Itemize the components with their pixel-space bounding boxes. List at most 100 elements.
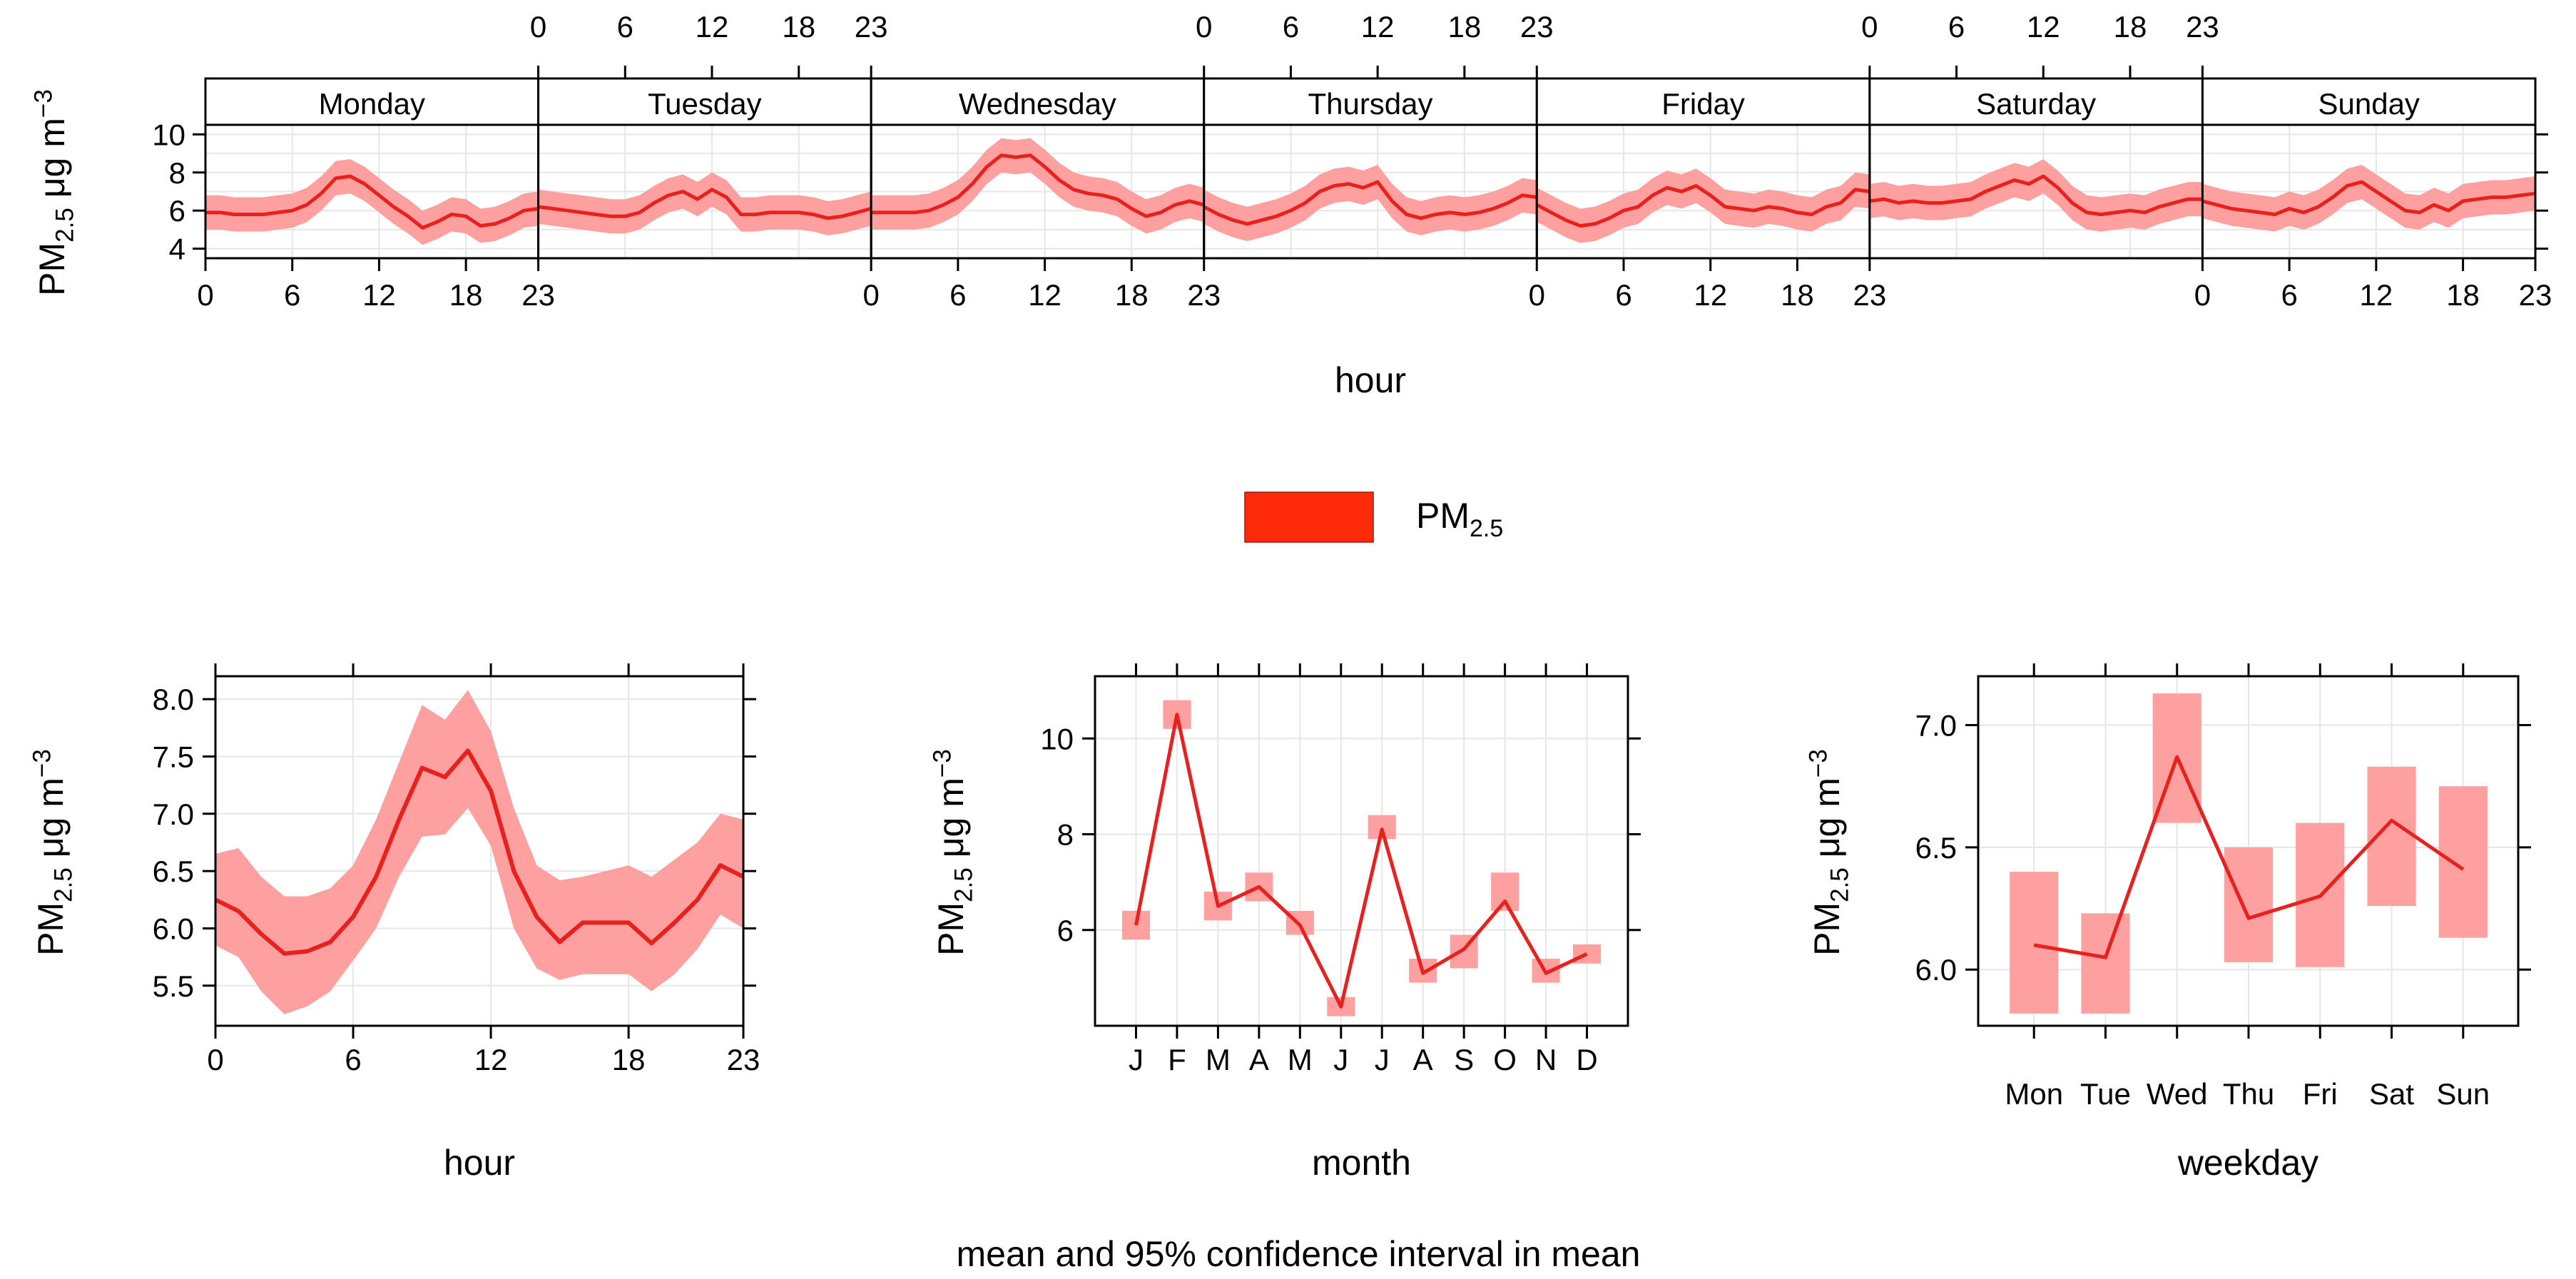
strip-friday: [1535, 77, 1871, 126]
weekday-x-tick-label: Tue: [2080, 1077, 2131, 1111]
x-tick-label: 0: [2194, 278, 2211, 312]
x-tick-label: 6: [1283, 10, 1299, 44]
weekday-x-tick-label: Fri: [2303, 1077, 2338, 1111]
x-tick-label: 12: [1694, 278, 1727, 312]
weekday-x-tick-label: Thu: [2223, 1077, 2274, 1111]
month-y-axis-label-sup: −3: [929, 749, 957, 778]
hour-border: [214, 675, 745, 1027]
y-axis-label-unit: μg m: [32, 118, 72, 208]
legend-label: PM2.5: [1416, 496, 1503, 542]
y-axis-label: PM2.5 μg m−3: [30, 89, 79, 296]
weekly-hourly-panel: Monday 0 6 12 18 23 Tuesday 0 6 12 18 23 Wednesday 0 6…: [30, 10, 2552, 400]
x-tick-label: 23: [855, 10, 888, 44]
ci-band-tuesday: [538, 172, 872, 235]
weekday-y-axis-label-sub: 2.5: [1826, 867, 1854, 902]
x-tick-label: 23: [1187, 278, 1221, 312]
hour-y-tick-label: 5.5: [153, 969, 194, 1003]
x-tick-label: 18: [1115, 278, 1149, 312]
weekday-ci-box: [2224, 847, 2274, 962]
weekday-ci-box: [2081, 913, 2130, 1014]
x-tick-label: 6: [284, 278, 300, 312]
mean-line-friday: [1536, 184, 1870, 228]
hour-x-tick-label: 12: [474, 1043, 508, 1076]
hour-x-tick-label: 18: [612, 1043, 646, 1076]
x-tick-label: 23: [2186, 10, 2219, 44]
month-y-axis-label-sub: 2.5: [950, 867, 978, 902]
y-axis-label-sup: −3: [30, 89, 58, 118]
ci-band-friday: [1537, 168, 1870, 243]
weekday-x-tick-label: Mon: [2005, 1077, 2063, 1111]
y-axis-label-sub: 2.5: [51, 208, 79, 243]
month-x-tick-label: F: [1168, 1043, 1186, 1076]
month-y-axis-label-unit: μg m: [931, 778, 971, 867]
weekday-y-axis-label-unit: μg m: [1807, 778, 1847, 867]
weekday-y-axis-label-sup: −3: [1805, 749, 1833, 778]
x-tick-label: 23: [1853, 278, 1886, 312]
y-tick-label: 4: [169, 233, 185, 266]
month-ci-box: [1491, 872, 1519, 911]
weekday-y-tick-label: 7.0: [1915, 709, 1957, 743]
ci-band-wednesday: [871, 138, 1204, 234]
month-y-axis-label: PM2.5 μg m−3: [929, 749, 978, 956]
x-tick-label: 6: [2281, 278, 2297, 312]
x-tick-label: 18: [2446, 278, 2480, 312]
mean-line-thursday: [1203, 180, 1537, 226]
hour-x-tick-label: 0: [207, 1043, 223, 1076]
x-tick-label: 0: [197, 278, 213, 312]
month-x-tick-label: O: [1493, 1043, 1517, 1076]
weekday-y-tick-label: 6.0: [1915, 953, 1957, 987]
x-tick-label: 6: [950, 278, 966, 312]
month-x-tick-label: J: [1333, 1043, 1348, 1076]
x-tick-label: 6: [1615, 278, 1631, 312]
strip-wednesday: [870, 77, 1206, 126]
ci-band-saturday: [1869, 159, 2203, 232]
legend-label-base: PM: [1416, 496, 1470, 536]
x-tick-label: 18: [782, 10, 815, 44]
x-tick-label: 0: [1196, 10, 1212, 44]
strip-sunday: [2201, 77, 2537, 126]
month-y-tick-label: 8: [1057, 818, 1074, 852]
legend: PM2.5: [1244, 491, 1503, 543]
weekday-ci-box: [2010, 872, 2059, 1014]
y-tick-label: 10: [152, 118, 185, 151]
x-tick-label: 18: [2114, 10, 2147, 44]
month-x-tick-label: J: [1129, 1043, 1144, 1076]
x-tick-label: 0: [530, 10, 546, 44]
panel-border: [2201, 123, 2537, 260]
hour-y-axis-label-sub: 2.5: [50, 867, 78, 902]
x-tick-label: 12: [2027, 10, 2060, 44]
month-x-tick-label: A: [1413, 1043, 1433, 1076]
legend-label-sub: 2.5: [1470, 515, 1503, 542]
weekday-x-axis-label: weekday: [2177, 1143, 2318, 1183]
strip-label-sunday: Sunday: [2318, 87, 2419, 121]
month-mean-line: [1134, 713, 1588, 1009]
hour-y-tick-label: 8.0: [153, 683, 194, 716]
x-tick-label: 18: [1781, 278, 1814, 312]
hour-y-axis-label-unit: μg m: [31, 778, 71, 867]
hour-mean-line: [214, 748, 745, 956]
hour-y-tick-label: 7.5: [153, 740, 194, 773]
x-tick-label: 23: [521, 278, 555, 312]
hour-y-axis-label-base: PM: [31, 902, 71, 956]
hour-y-axis-label-sup: −3: [29, 749, 56, 778]
x-tick-label: 18: [449, 278, 483, 312]
weekday-x-tick-label: Sat: [2369, 1077, 2414, 1111]
x-tick-label: 23: [2519, 278, 2552, 312]
month-border: [1094, 675, 1629, 1027]
strip-label-thursday: Thursday: [1308, 87, 1432, 121]
x-tick-label: 12: [696, 10, 729, 44]
weekday-y-axis-label: PM2.5 μg m−3: [1805, 749, 1854, 956]
y-tick-label: 8: [169, 156, 185, 190]
weekday-x-tick-label: Wed: [2147, 1077, 2208, 1111]
weekday-mean-line: [2033, 755, 2465, 959]
weekday-y-tick-label: 6.5: [1915, 831, 1957, 865]
x-tick-label: 23: [1520, 10, 1554, 44]
month-x-tick-label: A: [1249, 1043, 1269, 1076]
y-tick-label: 6: [169, 194, 185, 228]
month-x-tick-label: N: [1535, 1043, 1557, 1076]
month-y-axis-label-base: PM: [931, 902, 971, 956]
x-tick-label: 0: [1861, 10, 1878, 44]
x-tick-label: 6: [617, 10, 633, 44]
legend-swatch: [1244, 491, 1374, 543]
